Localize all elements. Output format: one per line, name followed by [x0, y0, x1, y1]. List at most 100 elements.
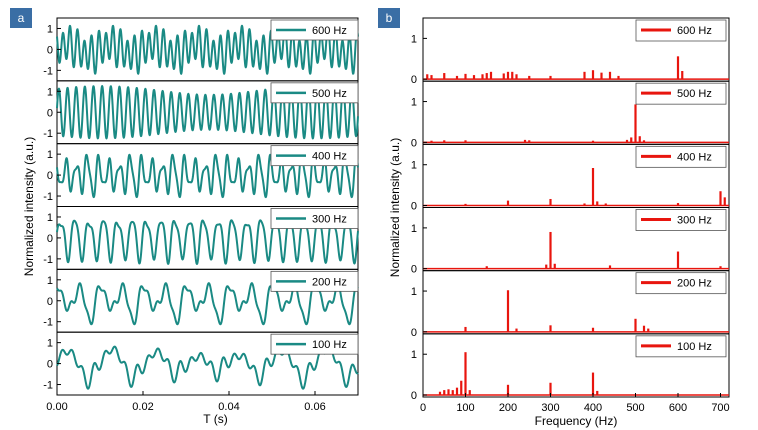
y-tick-label: -1: [43, 254, 53, 266]
legend-label: 100 Hz: [312, 339, 347, 351]
legend-box: [270, 145, 359, 167]
y-tick-label: -1: [43, 128, 53, 140]
y-tick-label: 1: [47, 86, 53, 98]
spectrum-subplot: 1 0 100 Hz: [411, 333, 730, 402]
x-tick-label: 700: [711, 402, 729, 414]
legend-label: 200 Hz: [312, 276, 347, 288]
legend: 500 Hz: [270, 82, 359, 104]
series-line: [56, 282, 359, 326]
legend-box: [270, 270, 359, 292]
x-tick-label: 0.02: [132, 401, 153, 413]
trace-subplot: 1 0 -1 500 Hz: [43, 80, 359, 145]
legend-box: [270, 82, 359, 104]
x-tick-label: 300: [541, 402, 559, 414]
y-tick-label: -1: [43, 191, 53, 203]
y-tick-label: 1: [411, 286, 417, 298]
legend-box: [635, 19, 727, 42]
x-tick-label: 0.04: [218, 401, 239, 413]
y-tick-label: 0: [411, 137, 417, 149]
y-tick-label: 0: [47, 296, 53, 308]
y-tick-label: 0: [411, 201, 417, 213]
y-tick-label: 0: [411, 264, 417, 276]
legend-box: [270, 333, 359, 355]
y-tick-label: -1: [43, 65, 53, 77]
legend: 400 Hz: [270, 145, 359, 167]
legend-box: [270, 19, 359, 41]
x-tick-label: 0.00: [46, 401, 67, 413]
y-tick-label: 0: [411, 327, 417, 339]
spectrum-subplot: 1 0 300 Hz: [411, 207, 730, 276]
y-tick-label: 0: [47, 233, 53, 245]
spectrum-subplot: 1 0 400 Hz: [411, 143, 730, 213]
legend-label: 600 Hz: [677, 25, 712, 37]
trace-subplot: 1 0 -1 600 Hz: [43, 17, 359, 82]
y-axis-label: Normalized intensity (a.u.): [388, 138, 402, 277]
trace-subplot: 1 0 -1 100 Hz: [43, 331, 359, 396]
legend: 300 Hz: [270, 208, 359, 229]
legend-label: 500 Hz: [312, 88, 347, 100]
subplot-frame: [422, 333, 730, 398]
y-tick-label: -1: [43, 380, 53, 392]
x-tick-label: 600: [669, 402, 687, 414]
legend-box: [270, 208, 359, 229]
y-tick-label: 1: [47, 338, 53, 350]
legend-box: [635, 82, 727, 105]
y-tick-label: 1: [411, 97, 417, 109]
legend-label: 300 Hz: [312, 214, 347, 226]
y-tick-label: 0: [47, 359, 53, 371]
legend: 200 Hz: [270, 270, 359, 292]
y-tick-label: 1: [411, 33, 417, 45]
x-tick-label: 0.06: [304, 401, 325, 413]
y-tick-label: 1: [411, 349, 417, 361]
legend: 600 Hz: [270, 19, 359, 41]
trace-subplot: 1 0 -1 200 Hz: [43, 268, 359, 333]
legend: 200 Hz: [635, 272, 727, 295]
series-line: [56, 345, 359, 390]
y-tick-label: -1: [43, 317, 53, 329]
spectrum-subplot: 1 0 500 Hz: [411, 80, 730, 149]
legend-label: 600 Hz: [312, 25, 347, 37]
x-tick-label: 0: [420, 402, 426, 414]
legend-label: 400 Hz: [312, 151, 347, 163]
x-axis-label: T (s): [203, 412, 227, 426]
panel-b-spectra: 1 0 600 Hz 1 0 500 Hz 1 0 400 Hz 1 0 300 Hz 1 0 200 Hz…: [388, 17, 730, 428]
legend: 100 Hz: [635, 335, 727, 358]
series-line: [56, 219, 359, 265]
y-tick-label: 0: [411, 74, 417, 86]
y-tick-label: 1: [411, 223, 417, 235]
y-tick-label: 1: [47, 275, 53, 287]
spectrum-subplot: 1 0 600 Hz: [411, 17, 730, 86]
trace-subplot: 1 0 -1 400 Hz: [43, 143, 359, 208]
x-tick-label: 400: [584, 402, 602, 414]
legend-label: 100 Hz: [677, 341, 712, 353]
legend-box: [635, 335, 727, 358]
y-tick-label: 1: [47, 212, 53, 224]
y-tick-label: 0: [47, 44, 53, 56]
y-axis-label: Normalized intensity (a.u.): [22, 137, 36, 276]
panel-a-time-traces: 1 0 -1 600 Hz 1 0 -1 500 Hz 1 0 -1 400 Hz 1 0 -1 300 Hz…: [22, 17, 359, 426]
y-tick-label: 1: [411, 160, 417, 172]
legend: 500 Hz: [635, 82, 727, 105]
legend-label: 400 Hz: [677, 151, 712, 163]
legend: 300 Hz: [635, 209, 727, 231]
y-tick-label: 0: [411, 390, 417, 402]
y-tick-label: 1: [47, 23, 53, 35]
legend: 100 Hz: [270, 333, 359, 355]
y-tick-label: 0: [47, 170, 53, 182]
panel-b-badge: b: [378, 8, 400, 28]
panel-a-badge: a: [10, 8, 32, 28]
legend-box: [635, 272, 727, 295]
legend-label: 500 Hz: [677, 88, 712, 100]
spectrum-subplot: 1 0 200 Hz: [411, 270, 730, 339]
legend: 400 Hz: [635, 145, 727, 168]
y-tick-label: 1: [47, 149, 53, 161]
legend-box: [635, 209, 727, 231]
legend-label: 300 Hz: [677, 215, 712, 227]
trace-subplot: 1 0 -1 300 Hz: [43, 206, 359, 270]
legend-label: 200 Hz: [677, 278, 712, 290]
x-tick-label: 500: [626, 402, 644, 414]
x-tick-label: 100: [456, 402, 474, 414]
legend: 600 Hz: [635, 19, 727, 42]
series-line: [56, 153, 359, 199]
